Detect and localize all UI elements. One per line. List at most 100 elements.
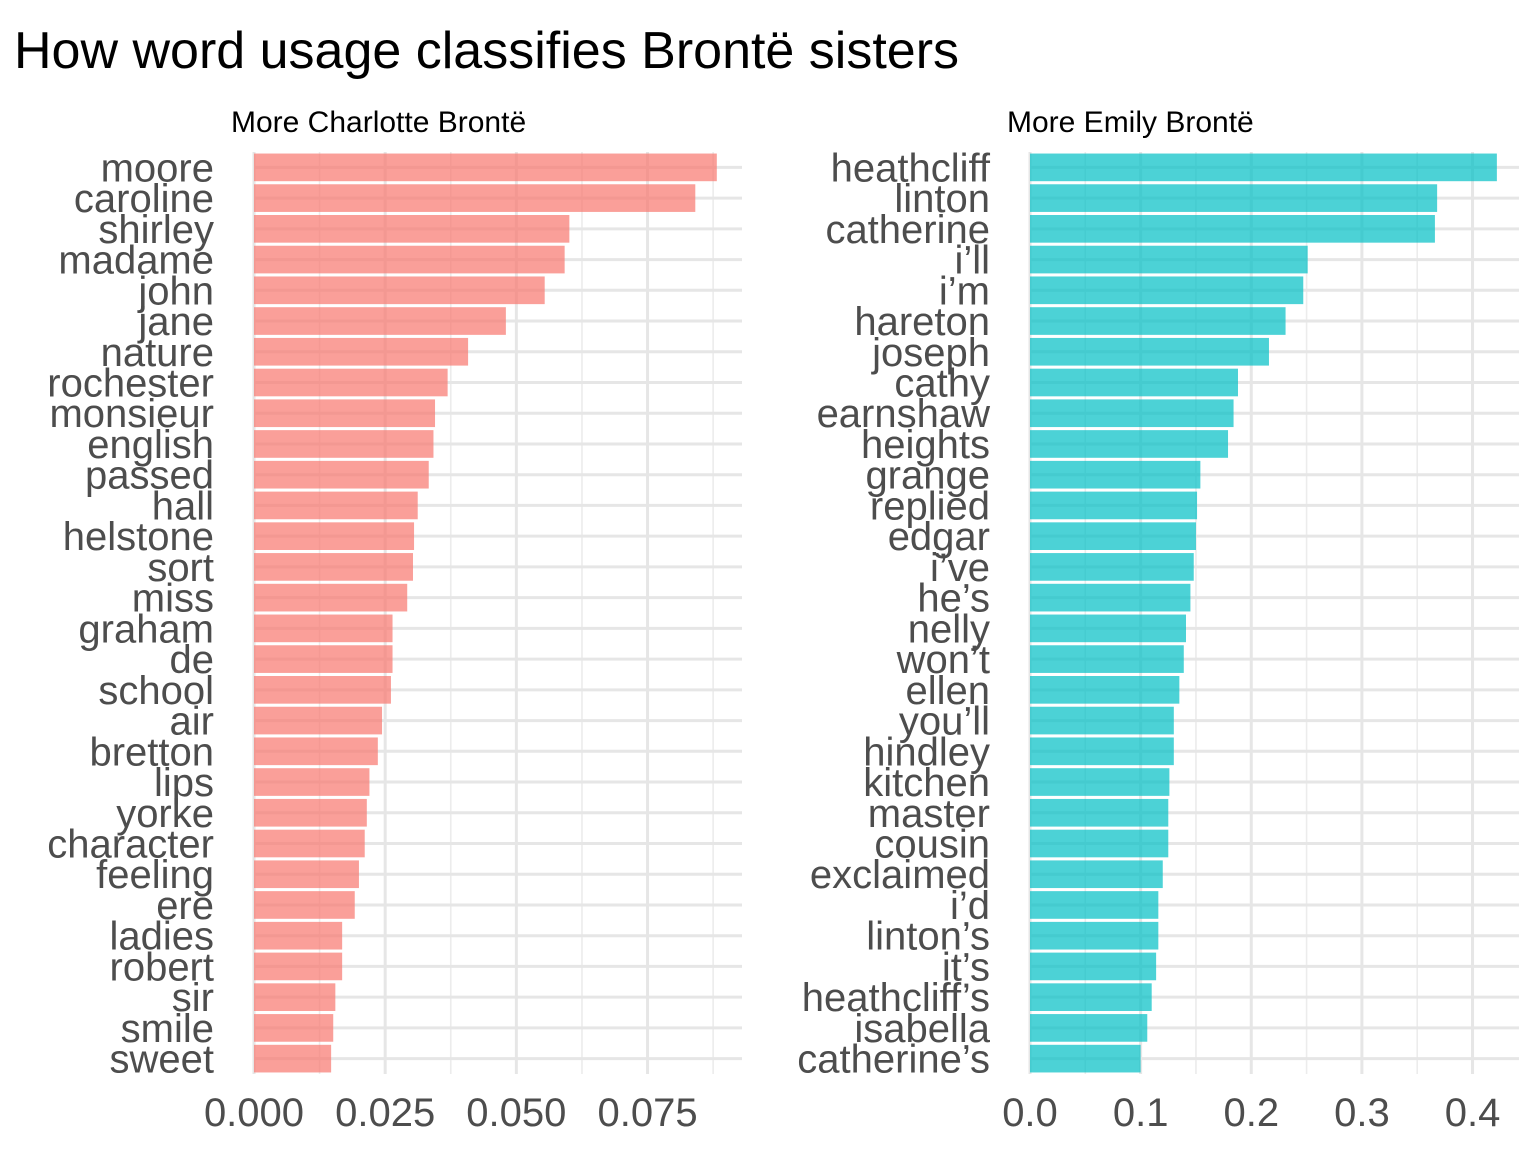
- bar-emily-23: [1030, 860, 1163, 889]
- category-label-emily-29: catherine’s: [797, 1038, 990, 1082]
- panel-title-emily: More Emily Brontë: [1007, 106, 1254, 139]
- category-label-emily-13: i’ve: [930, 546, 990, 590]
- category-label-emily-17: ellen: [905, 669, 990, 713]
- bar-emily-12: [1030, 522, 1196, 550]
- bar-emily-13: [1030, 553, 1194, 581]
- bar-charlotte-10: [254, 460, 429, 489]
- x-tick-labels-emily: 0.0 0.1 0.2 0.3 0.4: [1002, 1091, 1500, 1135]
- bars-charlotte: [254, 153, 717, 1073]
- bar-charlotte-11: [254, 491, 418, 520]
- bar-charlotte-24: [254, 891, 355, 919]
- chart-title: How word usage classifies Brontë sisters: [14, 22, 959, 80]
- category-label-emily-1: linton: [894, 177, 990, 221]
- category-label-emily-23: exclaimed: [810, 853, 990, 897]
- panel-emily: More Emily Brontë heathclifflintoncather…: [797, 106, 1519, 1135]
- category-label-charlotte-5: jane: [137, 300, 214, 344]
- category-label-charlotte-13: sort: [147, 546, 214, 590]
- category-label-emily-9: heights: [861, 423, 990, 467]
- bar-charlotte-6: [254, 337, 469, 366]
- bar-charlotte-8: [254, 399, 436, 428]
- category-label-emily-7: cathy: [894, 362, 990, 406]
- category-label-emily-12: edgar: [888, 515, 990, 559]
- category-label-emily-14: he’s: [917, 577, 990, 621]
- x-tick-label-emily-1: 0.1: [1113, 1091, 1169, 1135]
- bar-emily-6: [1030, 337, 1269, 366]
- bar-charlotte-21: [254, 798, 367, 827]
- category-label-charlotte-4: john: [137, 269, 214, 313]
- panel-title-charlotte: More Charlotte Brontë: [231, 106, 526, 139]
- bar-charlotte-15: [254, 614, 393, 643]
- category-label-charlotte-22: character: [47, 823, 214, 867]
- category-label-charlotte-7: rochester: [47, 362, 214, 406]
- category-label-charlotte-20: lips: [154, 761, 214, 805]
- bar-emily-5: [1030, 307, 1286, 335]
- category-label-charlotte-2: shirley: [98, 208, 214, 252]
- bar-emily-20: [1030, 768, 1170, 796]
- x-tick-label-charlotte-2: 0.050: [466, 1091, 566, 1135]
- category-label-emily-3: i’ll: [954, 239, 990, 283]
- bar-charlotte-12: [254, 522, 415, 550]
- category-label-emily-10: grange: [865, 454, 990, 498]
- category-label-charlotte-29: sweet: [110, 1038, 215, 1082]
- x-tick-label-emily-0: 0.0: [1002, 1091, 1058, 1135]
- category-label-emily-15: nelly: [908, 607, 990, 651]
- bar-emily-7: [1030, 368, 1238, 397]
- x-tick-label-emily-4: 0.4: [1445, 1091, 1501, 1135]
- bar-emily-11: [1030, 491, 1198, 520]
- x-tick-labels-charlotte: 0.000 0.025 0.050 0.075: [204, 1091, 698, 1135]
- bar-emily-18: [1030, 706, 1174, 735]
- category-label-charlotte-18: air: [170, 700, 214, 744]
- bar-emily-8: [1030, 399, 1234, 428]
- bar-emily-14: [1030, 583, 1191, 612]
- category-label-emily-16: won’t: [896, 638, 990, 682]
- bar-emily-25: [1030, 921, 1159, 950]
- category-label-emily-22: cousin: [874, 823, 990, 867]
- bar-charlotte-26: [254, 952, 343, 981]
- bar-charlotte-13: [254, 553, 413, 581]
- bar-charlotte-7: [254, 368, 448, 397]
- bar-charlotte-3: [254, 245, 565, 274]
- category-label-emily-6: joseph: [871, 331, 990, 375]
- category-label-charlotte-24: ere: [156, 884, 214, 928]
- category-label-emily-24: i’d: [950, 884, 990, 928]
- bar-emily-27: [1030, 983, 1152, 1011]
- category-label-charlotte-27: sir: [172, 976, 214, 1020]
- category-label-emily-2: catherine: [825, 208, 990, 252]
- x-tick-label-charlotte-3: 0.075: [597, 1091, 697, 1135]
- bar-emily-2: [1030, 215, 1435, 243]
- bar-charlotte-2: [254, 215, 570, 243]
- category-label-charlotte-25: ladies: [109, 915, 214, 959]
- bar-emily-26: [1030, 952, 1157, 981]
- bar-charlotte-19: [254, 737, 378, 766]
- x-tick-label-emily-2: 0.2: [1223, 1091, 1279, 1135]
- category-label-emily-0: heathcliff: [831, 146, 991, 190]
- bar-charlotte-1: [254, 184, 696, 212]
- x-tick-label-charlotte-0: 0.000: [204, 1091, 304, 1135]
- bar-charlotte-16: [254, 645, 393, 673]
- bar-emily-29: [1030, 1044, 1141, 1073]
- category-label-emily-21: master: [868, 792, 990, 836]
- category-label-emily-19: hindley: [863, 730, 990, 774]
- category-label-charlotte-11: hall: [152, 484, 214, 528]
- category-labels-charlotte: moorecarolineshirleymadamejohnjanenature…: [47, 146, 214, 1081]
- bar-emily-28: [1030, 1014, 1148, 1042]
- category-labels-emily: heathclifflintoncatherinei’lli’mharetonj…: [797, 146, 991, 1081]
- bar-emily-15: [1030, 614, 1186, 643]
- x-tick-label-emily-3: 0.3: [1334, 1091, 1390, 1135]
- bar-emily-19: [1030, 737, 1174, 766]
- bar-charlotte-28: [254, 1014, 334, 1042]
- bar-emily-24: [1030, 891, 1159, 919]
- category-label-charlotte-12: helstone: [63, 515, 214, 559]
- bar-charlotte-0: [254, 153, 717, 182]
- category-label-charlotte-6: nature: [101, 331, 214, 375]
- category-label-charlotte-1: caroline: [74, 177, 214, 221]
- bar-charlotte-20: [254, 768, 370, 796]
- bar-emily-3: [1030, 245, 1308, 274]
- bar-emily-4: [1030, 276, 1304, 305]
- category-label-emily-28: isabella: [854, 1007, 990, 1051]
- bar-charlotte-4: [254, 276, 545, 305]
- category-label-charlotte-0: moore: [101, 146, 214, 190]
- bar-emily-1: [1030, 184, 1438, 212]
- category-label-charlotte-21: yorke: [116, 792, 214, 836]
- panel-charlotte: More Charlotte Brontë moorecarolineshirl…: [47, 106, 742, 1135]
